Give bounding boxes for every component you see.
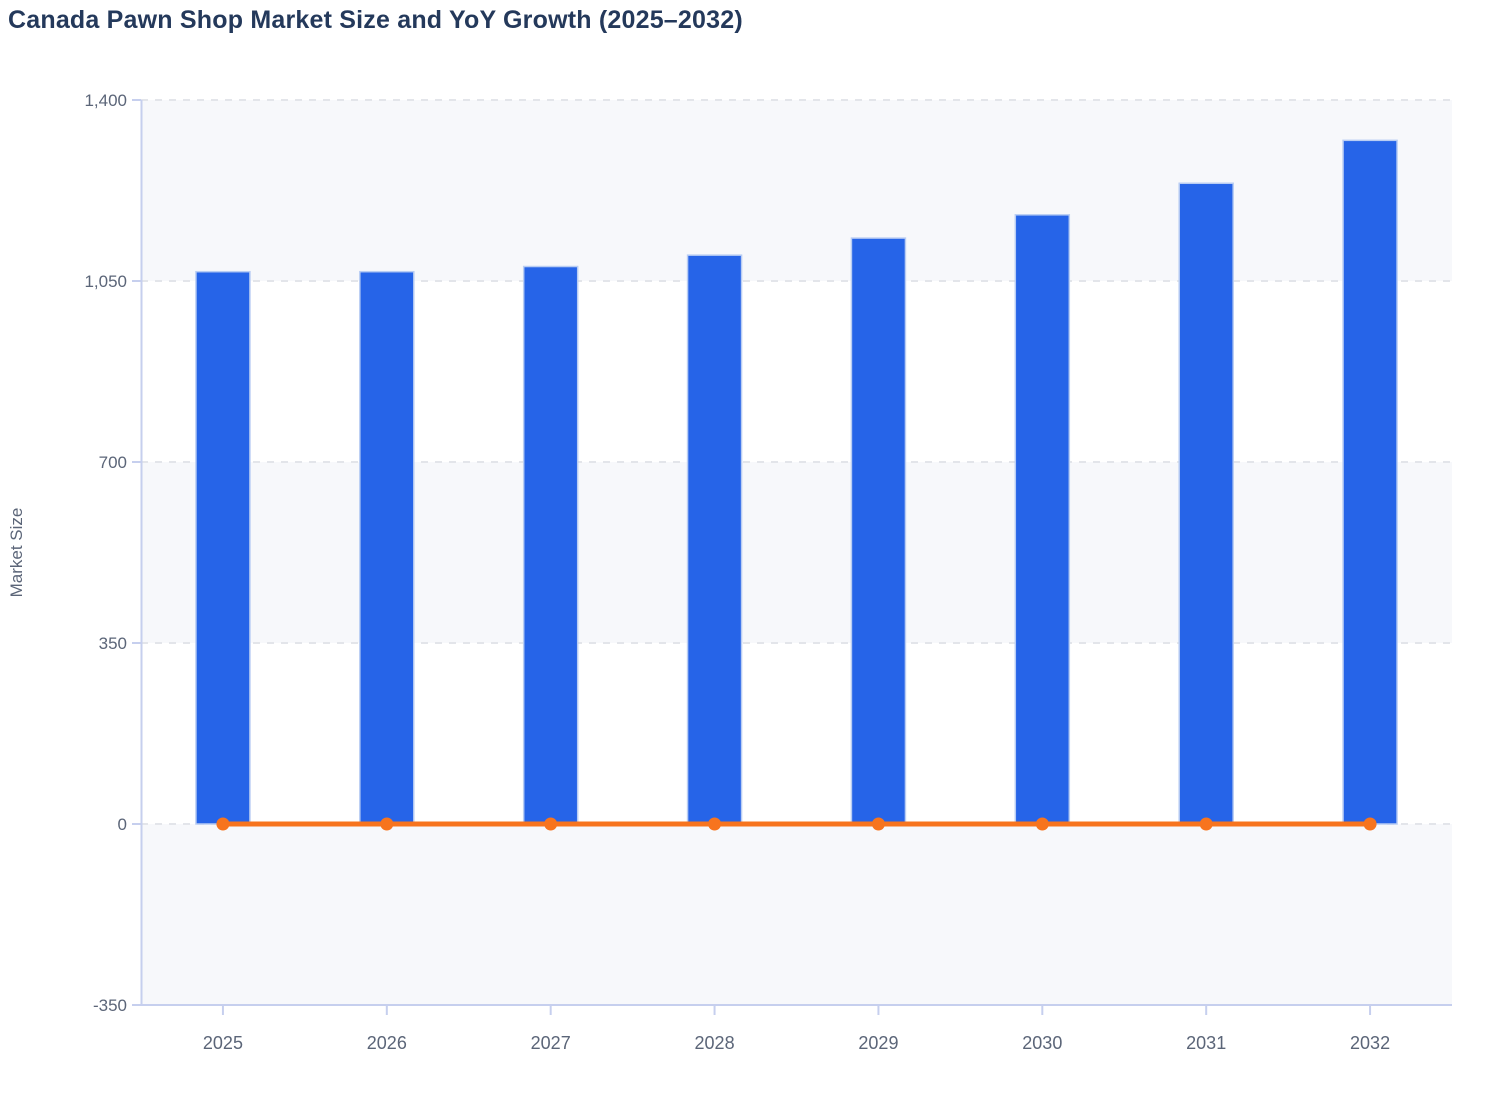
- x-tick-label-2025: 2025: [203, 1033, 243, 1053]
- x-tick-label-2026: 2026: [367, 1033, 407, 1053]
- y-tick-label-0: 0: [118, 815, 127, 834]
- line-marker-2028[interactable]: [708, 817, 722, 831]
- y-tick-label-350: 350: [99, 634, 127, 653]
- y-tick-label--350: -350: [93, 996, 127, 1015]
- bar-2031[interactable]: [1178, 182, 1234, 825]
- line-marker-2027[interactable]: [544, 817, 558, 831]
- bar-2028[interactable]: [686, 254, 743, 825]
- plot-band: [141, 462, 1452, 643]
- line-marker-2031[interactable]: [1199, 817, 1213, 831]
- plot-band: [141, 824, 1452, 1005]
- x-tick-label-2032: 2032: [1350, 1033, 1390, 1053]
- line-marker-2029[interactable]: [871, 817, 885, 831]
- line-marker-2030[interactable]: [1035, 817, 1049, 831]
- x-tick-label-2030: 2030: [1022, 1033, 1062, 1053]
- line-marker-2025[interactable]: [216, 817, 230, 831]
- bar-2029[interactable]: [850, 237, 907, 825]
- line-marker-2026[interactable]: [380, 817, 394, 831]
- plot-band: [141, 100, 1452, 281]
- x-tick-label-2029: 2029: [858, 1033, 898, 1053]
- line-marker-2032[interactable]: [1363, 817, 1377, 831]
- x-tick-label-2031: 2031: [1186, 1033, 1226, 1053]
- bar-2032[interactable]: [1342, 139, 1398, 825]
- x-tick-label-2028: 2028: [695, 1033, 735, 1053]
- y-tick-label-700: 700: [99, 453, 127, 472]
- chart-title: Canada Pawn Shop Market Size and YoY Gro…: [8, 6, 743, 34]
- bar-2027[interactable]: [522, 265, 579, 825]
- y-axis-title: Market Size: [7, 508, 26, 598]
- bar-2030[interactable]: [1014, 214, 1071, 825]
- y-tick-label-1400: 1,400: [84, 91, 127, 110]
- bar-2026[interactable]: [359, 270, 415, 825]
- bar-2025[interactable]: [195, 270, 251, 825]
- x-tick-label-2027: 2027: [531, 1033, 571, 1053]
- y-tick-label-1050: 1,050: [84, 272, 127, 291]
